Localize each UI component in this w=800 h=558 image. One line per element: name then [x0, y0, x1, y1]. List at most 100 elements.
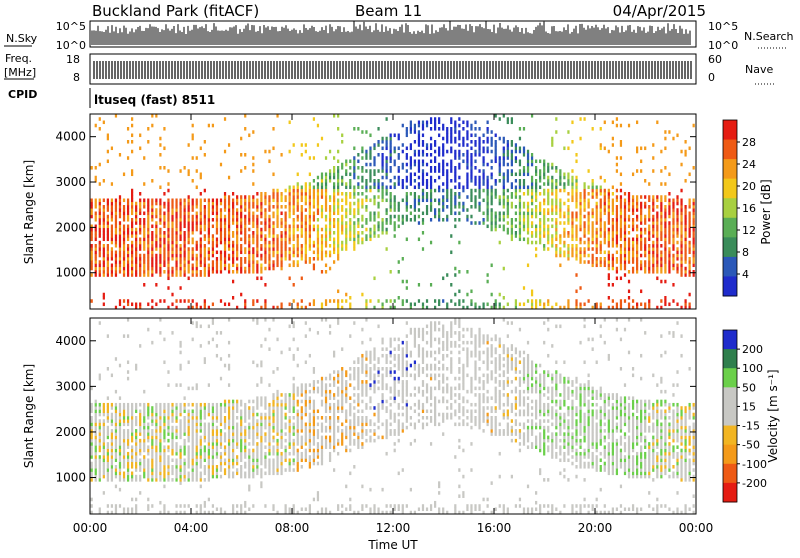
heat-cell — [175, 215, 177, 219]
heat-cell — [325, 299, 327, 303]
heat-cell — [450, 205, 452, 209]
heat-cell — [377, 234, 379, 238]
heat-cell — [495, 189, 497, 193]
heat-cell — [329, 208, 331, 212]
heat-cell — [676, 270, 678, 274]
heat-cell — [147, 439, 149, 443]
heat-cell — [155, 267, 157, 271]
heat-cell — [264, 192, 266, 196]
heat-cell — [123, 199, 125, 203]
heat-cell — [228, 234, 230, 238]
heat-cell — [381, 176, 383, 180]
heat-cell — [656, 260, 658, 264]
heat-cell — [535, 215, 537, 219]
heat-cell — [515, 299, 517, 303]
heat-cell — [676, 212, 678, 216]
heat-cell — [184, 218, 186, 222]
heat-cell — [507, 231, 509, 235]
heat-cell — [95, 445, 97, 449]
heat-cell — [660, 280, 662, 284]
heat-cell — [111, 234, 113, 238]
heat-cell — [224, 254, 226, 258]
heat-cell — [91, 257, 93, 261]
heat-cell — [410, 127, 412, 131]
heat-cell — [184, 231, 186, 235]
heat-cell — [523, 225, 525, 229]
heat-cell — [345, 228, 347, 232]
heat-cell — [523, 228, 525, 232]
heat-cell — [163, 439, 165, 443]
heat-cell — [293, 186, 295, 190]
heat-cell — [95, 426, 97, 430]
heat-cell — [672, 238, 674, 242]
heat-cell — [163, 127, 165, 131]
heat-cell — [693, 228, 695, 232]
heat-cell — [264, 150, 266, 154]
heat-cell — [289, 202, 291, 206]
heat-cell — [248, 234, 250, 238]
heat-cell — [268, 202, 270, 206]
heat-cell — [280, 238, 282, 242]
heat-cell — [575, 225, 577, 229]
heat-cell — [167, 225, 169, 229]
heat-cell — [620, 173, 622, 177]
heat-cell — [103, 436, 105, 440]
heat-cell — [535, 225, 537, 229]
colorbar-swatch — [723, 198, 737, 218]
heat-cell — [123, 234, 125, 238]
heat-cell — [224, 238, 226, 242]
heat-cell — [103, 491, 105, 495]
heat-cell — [386, 173, 388, 177]
heat-cell — [196, 205, 198, 209]
heat-cell — [175, 257, 177, 261]
heat-cell — [333, 186, 335, 190]
heat-cell — [333, 182, 335, 186]
heat-cell — [103, 257, 105, 261]
heat-cell — [535, 254, 537, 258]
heat-cell — [648, 303, 650, 307]
heat-cell — [491, 221, 493, 225]
heat-cell — [155, 449, 157, 453]
heat-cell — [547, 231, 549, 235]
heat-cell — [115, 442, 117, 446]
heat-cell — [155, 247, 157, 251]
heat-cell — [426, 299, 428, 303]
heat-cell — [115, 472, 117, 476]
heat-cell — [200, 449, 202, 453]
heat-cell — [592, 186, 594, 190]
heat-cell — [119, 419, 121, 423]
heat-cell — [689, 173, 691, 177]
heat-cell — [381, 189, 383, 193]
heat-cell — [91, 234, 93, 238]
heat-cell — [620, 208, 622, 212]
heat-cell — [171, 442, 173, 446]
heat-cell — [297, 225, 299, 229]
heat-cell — [535, 195, 537, 199]
heat-cell — [159, 267, 161, 271]
heat-cell — [349, 166, 351, 170]
heat-cell — [107, 225, 109, 229]
heat-cell — [216, 238, 218, 242]
heat-cell — [139, 426, 141, 430]
heat-cell — [305, 228, 307, 232]
heat-cell — [337, 205, 339, 209]
heat-cell — [127, 260, 129, 264]
heat-cell — [406, 218, 408, 222]
heat-cell — [381, 137, 383, 141]
heat-cell — [143, 458, 145, 462]
heat-cell — [575, 202, 577, 206]
heat-cell — [357, 234, 359, 238]
heat-cell — [684, 215, 686, 219]
heat-cell — [652, 257, 654, 261]
heat-cell — [276, 247, 278, 251]
heat-cell — [373, 186, 375, 190]
heat-cell — [147, 403, 149, 407]
heat-cell — [329, 254, 331, 258]
heat-cell — [127, 205, 129, 209]
heat-cell — [563, 212, 565, 216]
heat-cell — [127, 406, 129, 410]
heat-cell — [579, 117, 581, 121]
heat-cell — [531, 192, 533, 196]
heat-cell — [204, 465, 206, 469]
heat-cell — [531, 202, 533, 206]
